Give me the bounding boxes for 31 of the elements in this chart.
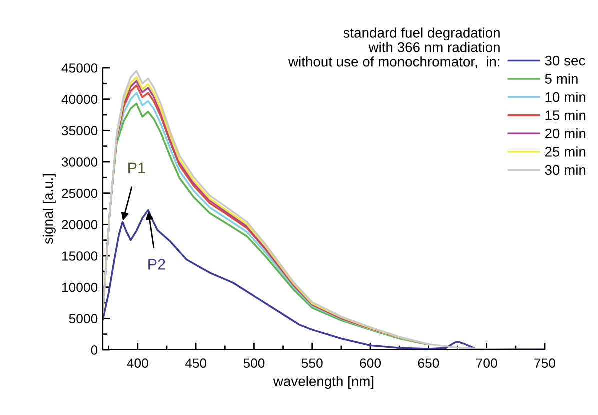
y-tick-label: 30000 (62, 158, 98, 167)
y-tick-label: 20000 (62, 220, 98, 230)
y-tick-label: 40000 (62, 94, 98, 104)
x-tick-label: 700 (476, 358, 498, 368)
x-tick-label: 400 (127, 358, 148, 368)
x-tick-label: 600 (360, 358, 382, 368)
y-tick-label: 35000 (62, 126, 98, 136)
y-tick-label: 5000 (69, 314, 98, 324)
legend-title: standard fuel degradation with 366 nm radiation without use of monochromator, in: (288, 28, 500, 68)
y-tick-label: 15000 (62, 252, 98, 261)
y-tick-label: 25000 (62, 188, 98, 198)
y-tick-label: 0 (91, 346, 98, 355)
x-tick-label: 550 (302, 358, 323, 368)
legend-label: 15 min (546, 110, 586, 120)
annotation: P1 (128, 162, 146, 174)
x-tick-label: 650 (418, 358, 440, 368)
annotation: P2 (148, 259, 166, 270)
y-tick-label: 10000 (62, 282, 98, 292)
x-tick-label: 500 (244, 358, 265, 368)
legend-label: 30 sec (545, 56, 586, 66)
legend-label: 25 min (545, 146, 586, 157)
y-tick-label: 45000 (62, 64, 98, 73)
legend-label: 10 min (546, 92, 586, 102)
y-axis-title: signal [a.u.] (42, 174, 56, 244)
line-series (103, 70, 545, 350)
x-tick-label: 750 (534, 358, 556, 368)
x-tick-label: 450 (185, 358, 207, 368)
legend-label: 5 min (545, 74, 578, 84)
legend-label: 20 min (545, 128, 586, 139)
x-axis-title: wavelength [nm] (273, 376, 374, 390)
legend-label: 30 min (545, 164, 586, 176)
